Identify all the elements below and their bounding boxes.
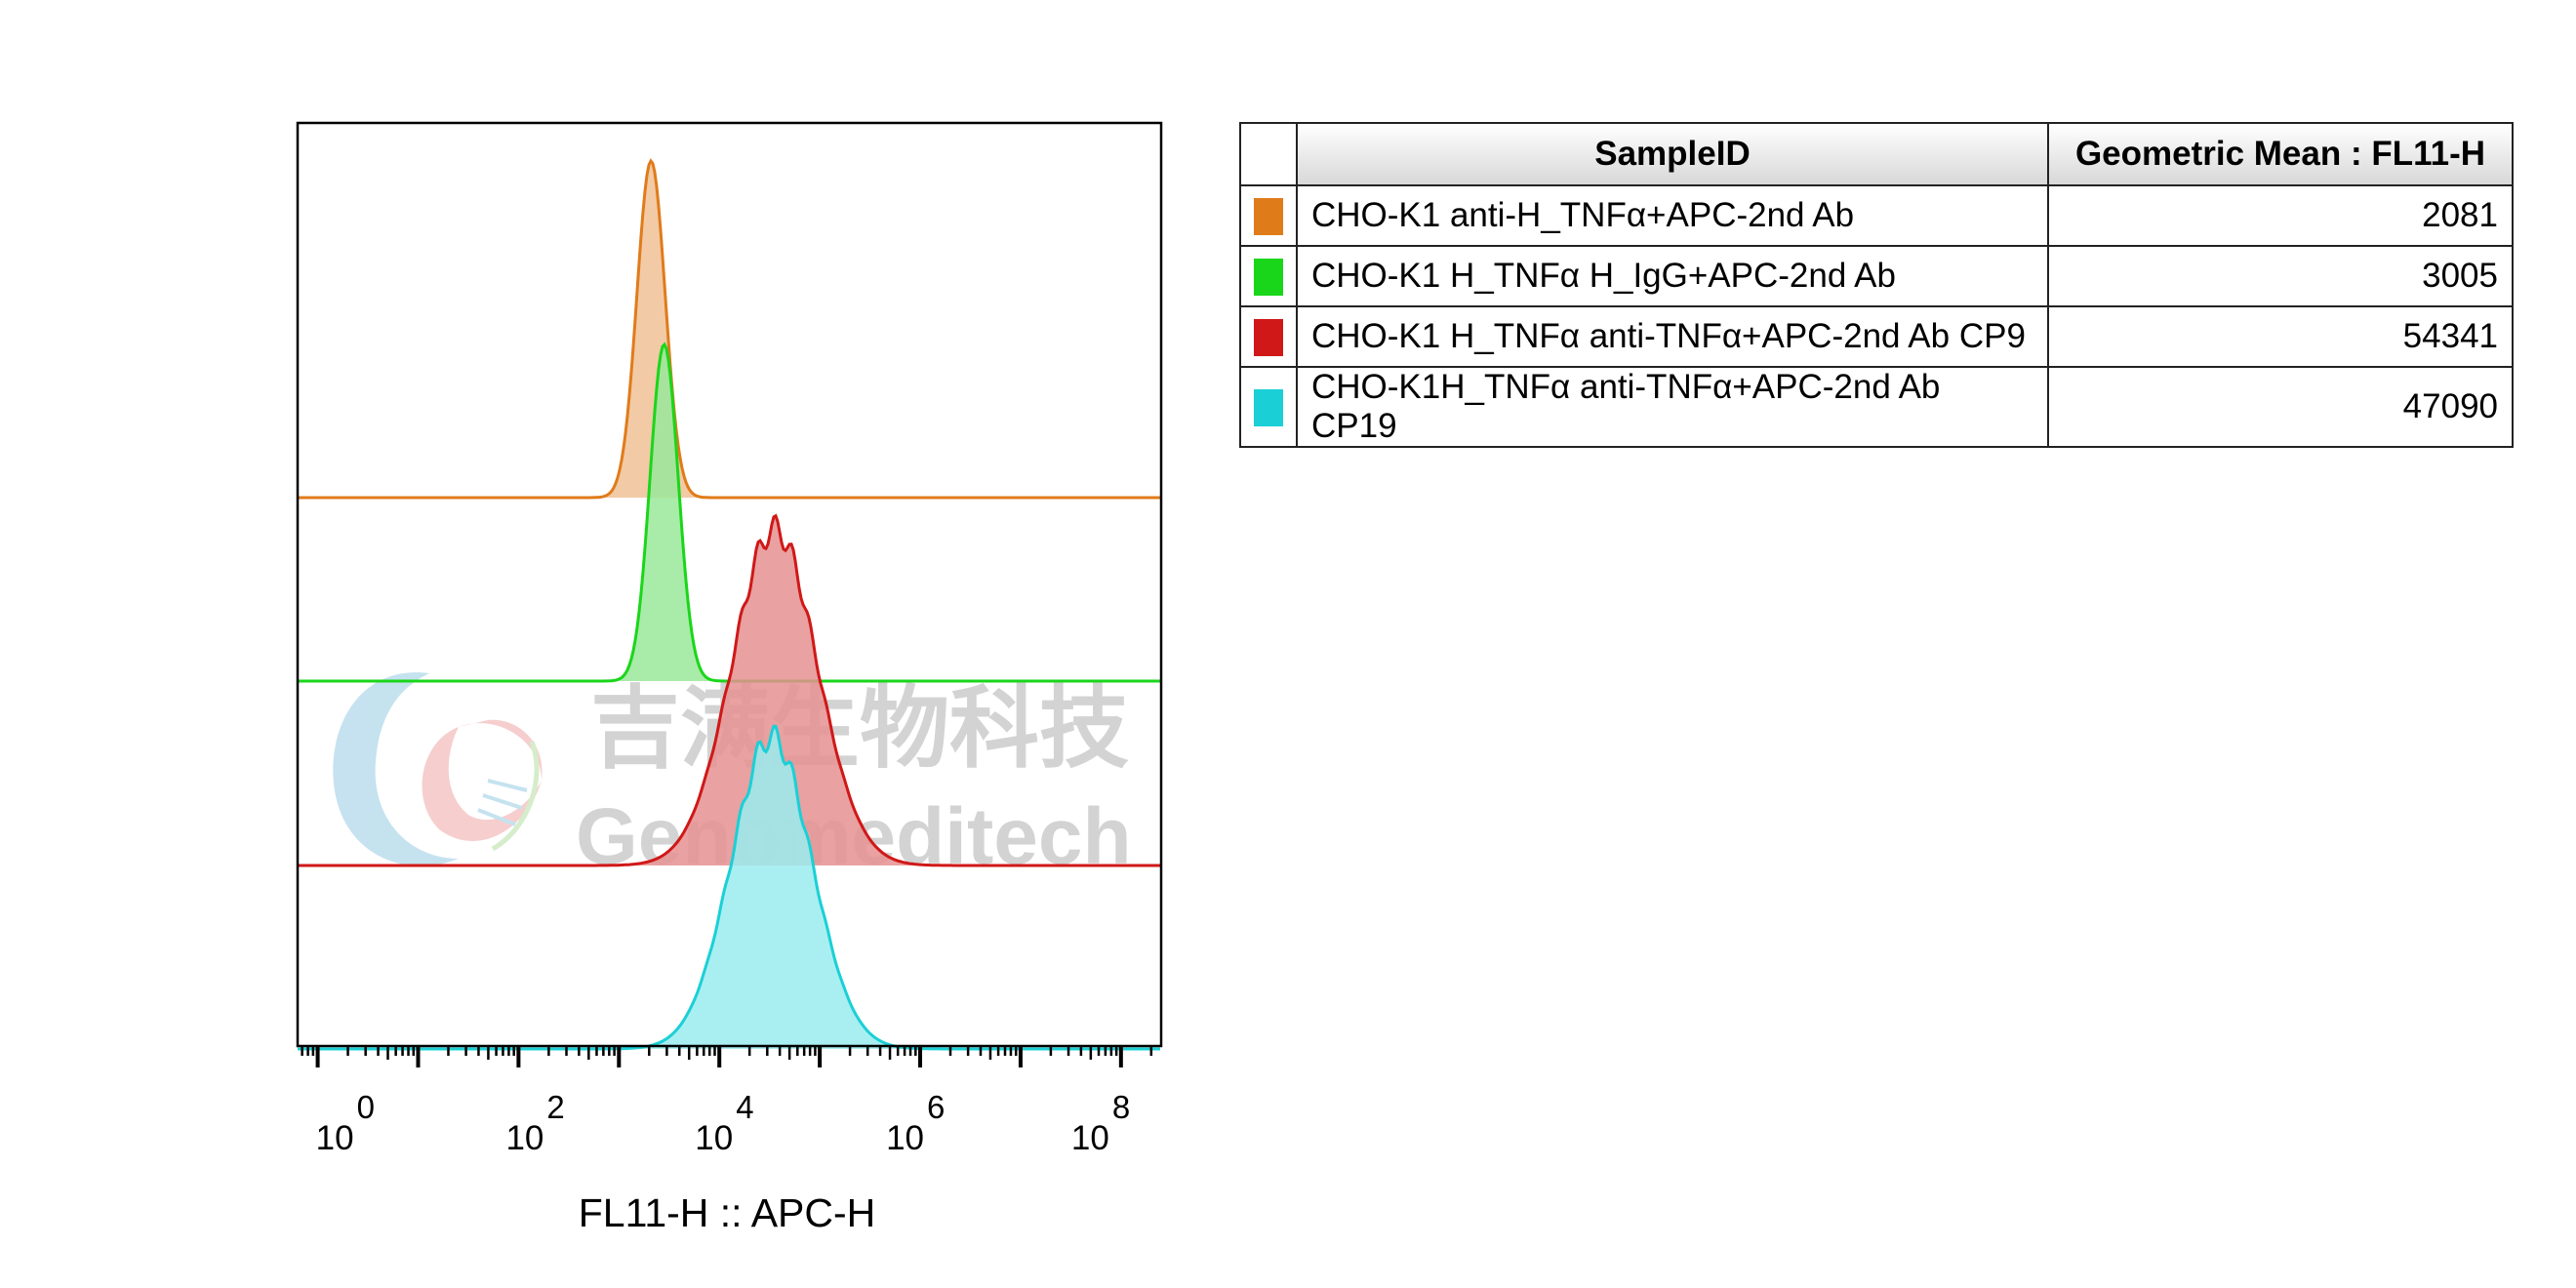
histogram-line-1 bbox=[298, 158, 1160, 500]
histogram-fill-4 bbox=[298, 726, 1161, 1049]
geometric-mean-cell: 2081 bbox=[2047, 184, 2514, 247]
tick-label-exponent: 0 bbox=[357, 1089, 375, 1125]
tick-label-base: 10 bbox=[695, 1119, 733, 1157]
tick-label-base: 10 bbox=[316, 1119, 354, 1157]
histogram-line-2 bbox=[298, 342, 1160, 683]
sample-id-cell: CHO-K1 H_TNFα anti-TNFα+APC-2nd Ab CP9 bbox=[1296, 305, 2049, 368]
geometric-mean-cell: 3005 bbox=[2047, 245, 2514, 307]
geometric-mean-header: Geometric Mean : FL11-H bbox=[2047, 122, 2514, 186]
table-row: CHO-K1 anti-H_TNFα+APC-2nd Ab 2081 bbox=[1239, 184, 2514, 247]
sample-id-cell: CHO-K1 anti-H_TNFα+APC-2nd Ab bbox=[1296, 184, 2049, 247]
tick-label-exponent: 2 bbox=[546, 1089, 564, 1125]
watermark-cn-text: 吉满生物科技 bbox=[590, 676, 1129, 781]
color-swatch bbox=[1254, 198, 1283, 236]
histogram-fill-3 bbox=[298, 515, 1161, 865]
x-axis-ticks bbox=[301, 1046, 1153, 1067]
geometric-mean-cell: 54341 bbox=[2047, 305, 2514, 368]
histogram-layers bbox=[298, 158, 1161, 1051]
table-row: CHO-K1H_TNFα anti-TNFα+APC-2nd Ab CP19 47… bbox=[1239, 366, 2514, 448]
swatch-column-header bbox=[1239, 122, 1298, 186]
geometric-mean-cell: 47090 bbox=[2047, 366, 2514, 448]
color-swatch bbox=[1254, 319, 1283, 357]
swatch-cell bbox=[1239, 184, 1298, 247]
watermark-logo bbox=[333, 672, 543, 866]
swatch-cell bbox=[1239, 305, 1298, 368]
tick-label-base: 10 bbox=[886, 1119, 924, 1157]
histogram-line-3 bbox=[298, 513, 1160, 867]
swatch-cell bbox=[1239, 245, 1298, 307]
tick-label-exponent: 8 bbox=[1112, 1089, 1130, 1125]
tick-label-exponent: 6 bbox=[927, 1089, 945, 1125]
x-axis-label: FL11-H :: APC-H bbox=[579, 1190, 876, 1235]
sample-id-cell: CHO-K1H_TNFα anti-TNFα+APC-2nd Ab CP19 bbox=[1296, 366, 2049, 448]
histogram-fill-2 bbox=[298, 344, 1161, 681]
table-header-row: SampleID Geometric Mean : FL11-H bbox=[1239, 122, 2514, 186]
plot-frame bbox=[296, 121, 1163, 1048]
color-swatch bbox=[1254, 389, 1283, 427]
sample-id-header: SampleID bbox=[1296, 122, 2049, 186]
color-swatch bbox=[1254, 259, 1283, 297]
swatch-cell bbox=[1239, 366, 1298, 448]
histogram-fill-1 bbox=[298, 161, 1161, 498]
tick-label-base: 10 bbox=[505, 1119, 543, 1157]
table-row: CHO-K1 H_TNFα H_IgG+APC-2nd Ab 3005 bbox=[1239, 245, 2514, 307]
tick-label-base: 10 bbox=[1071, 1119, 1109, 1157]
sample-id-cell: CHO-K1 H_TNFα H_IgG+APC-2nd Ab bbox=[1296, 245, 2049, 307]
table-row: CHO-K1 H_TNFα anti-TNFα+APC-2nd Ab CP9 54… bbox=[1239, 305, 2514, 368]
tick-label-exponent: 4 bbox=[736, 1089, 753, 1125]
sample-legend-table: SampleID Geometric Mean : FL11-H CHO-K1 … bbox=[1239, 122, 2514, 448]
